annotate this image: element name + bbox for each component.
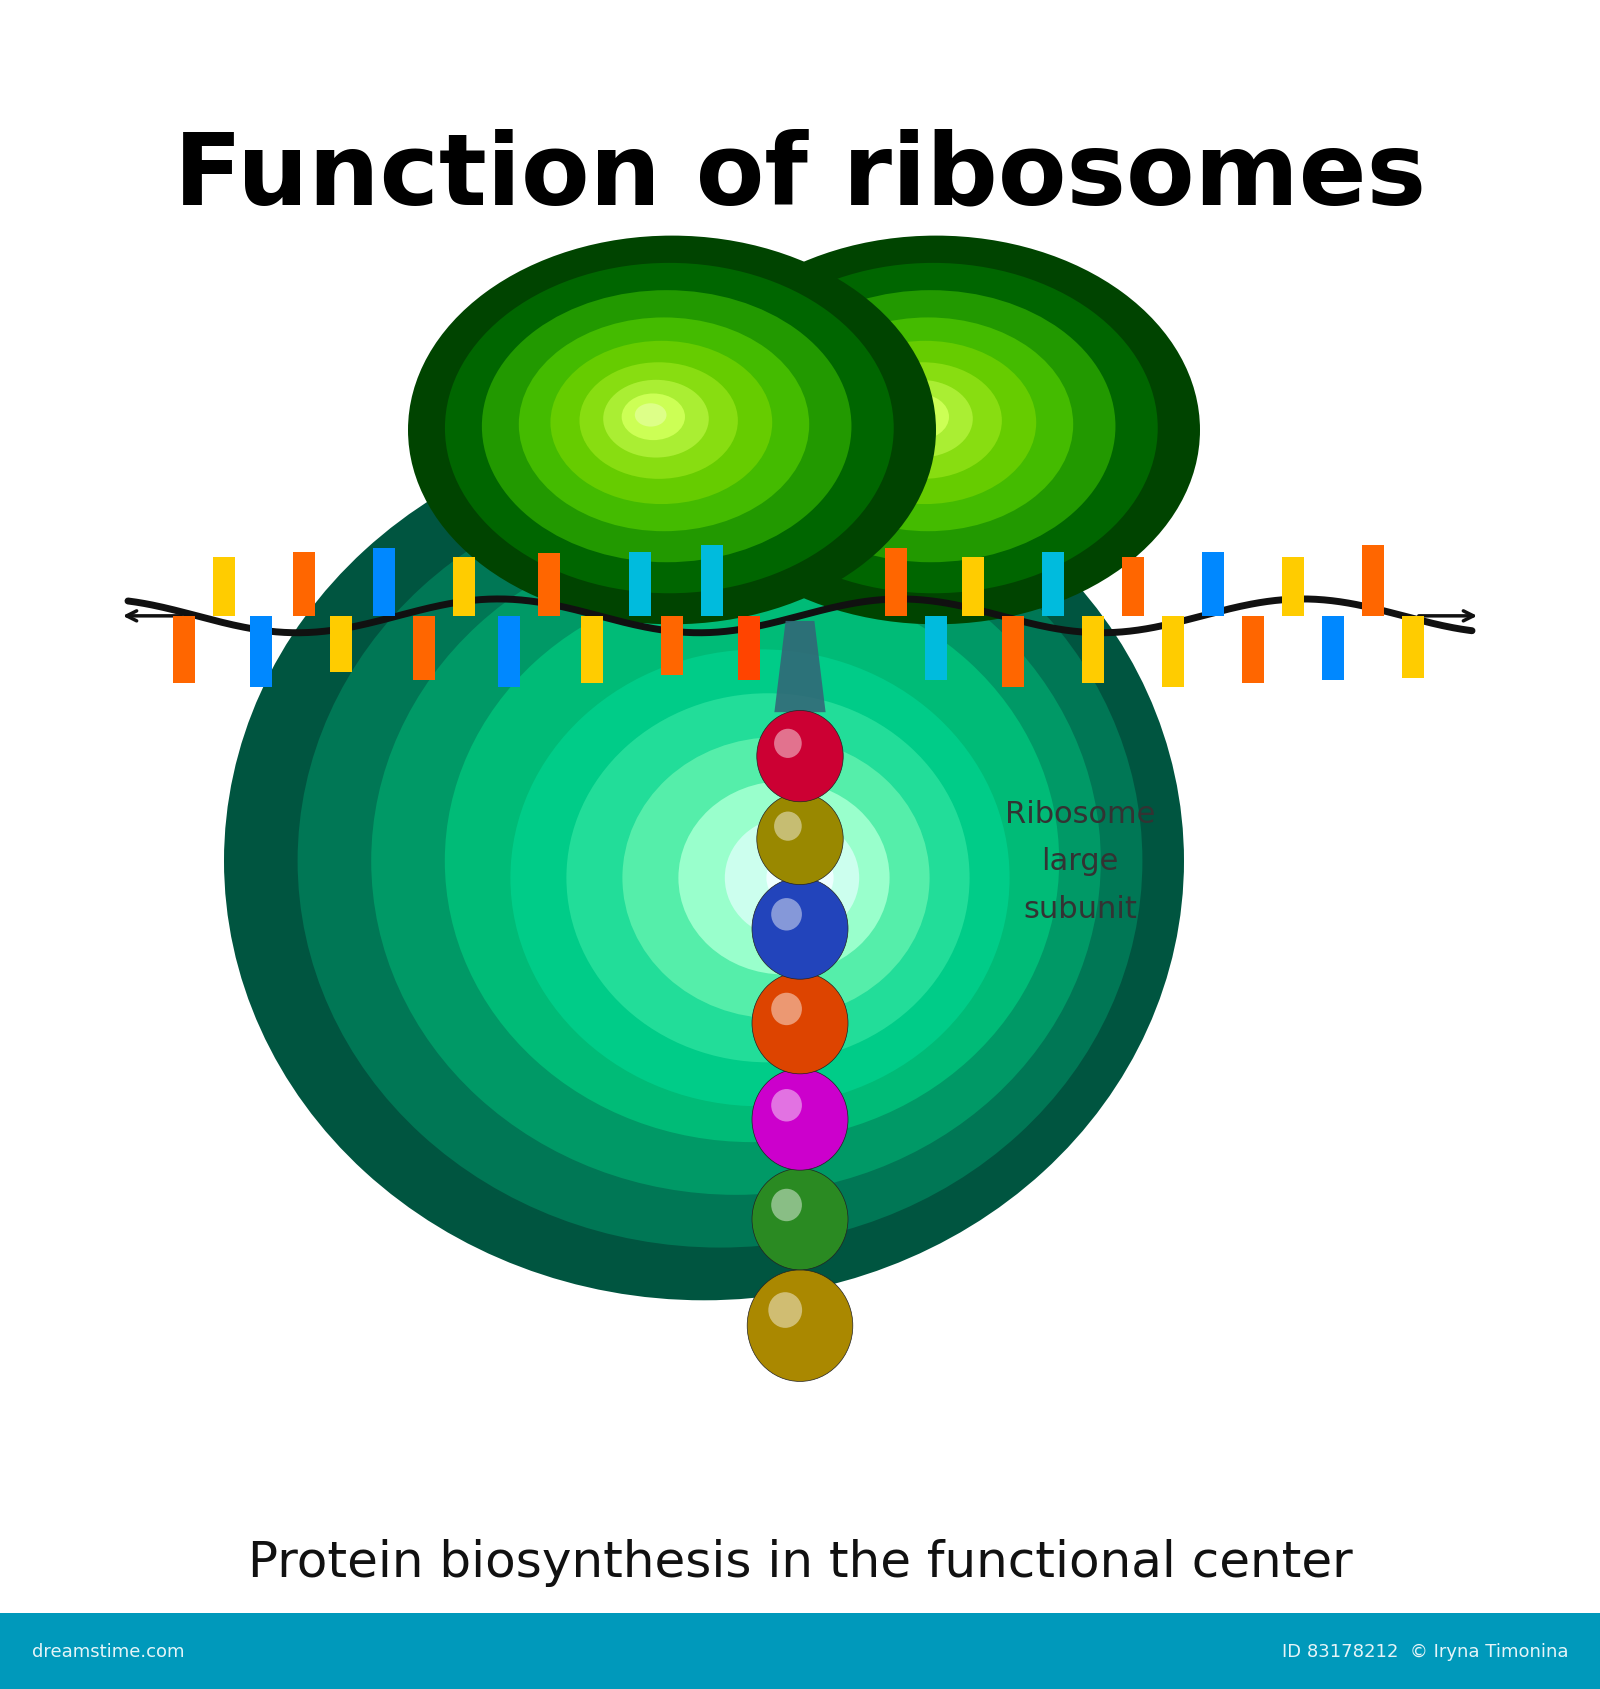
Ellipse shape: [550, 341, 773, 505]
Ellipse shape: [886, 394, 949, 441]
Bar: [1402, 616, 1424, 679]
Ellipse shape: [635, 404, 667, 427]
Bar: [330, 616, 352, 672]
Ellipse shape: [482, 291, 851, 562]
Circle shape: [752, 973, 848, 1074]
Ellipse shape: [672, 236, 1200, 625]
Bar: [413, 616, 435, 681]
Circle shape: [757, 794, 843, 885]
Ellipse shape: [678, 782, 890, 975]
Ellipse shape: [725, 817, 859, 939]
Text: Protein biosynthesis in the functional center: Protein biosynthesis in the functional c…: [248, 1539, 1352, 1586]
Bar: [250, 616, 272, 687]
Bar: [629, 552, 651, 616]
Circle shape: [768, 1292, 802, 1328]
Circle shape: [771, 993, 802, 1025]
Ellipse shape: [622, 738, 930, 1018]
Circle shape: [774, 812, 802, 841]
Circle shape: [752, 1169, 848, 1270]
Bar: [1082, 616, 1104, 684]
Bar: [701, 546, 723, 616]
Ellipse shape: [899, 404, 931, 427]
Bar: [538, 554, 560, 616]
Circle shape: [752, 1069, 848, 1170]
Bar: [738, 616, 760, 681]
Bar: [1362, 546, 1384, 616]
Bar: [173, 616, 195, 684]
Circle shape: [771, 1189, 802, 1221]
Ellipse shape: [579, 363, 738, 480]
Bar: [213, 557, 235, 616]
Ellipse shape: [843, 363, 1002, 480]
Ellipse shape: [445, 581, 1059, 1142]
Bar: [581, 616, 603, 684]
Ellipse shape: [445, 263, 894, 595]
Circle shape: [747, 1270, 853, 1382]
Bar: [1002, 616, 1024, 687]
Ellipse shape: [622, 394, 685, 441]
Circle shape: [752, 878, 848, 980]
Ellipse shape: [224, 422, 1184, 1301]
Ellipse shape: [510, 650, 1010, 1106]
Text: Function of ribosomes: Function of ribosomes: [174, 128, 1426, 226]
Bar: [885, 549, 907, 616]
Ellipse shape: [298, 475, 1142, 1248]
Text: dreamstime.com: dreamstime.com: [32, 1642, 184, 1660]
Ellipse shape: [371, 527, 1101, 1196]
Text: ID 83178212  © Iryna Timonina: ID 83178212 © Iryna Timonina: [1282, 1642, 1568, 1660]
Ellipse shape: [566, 694, 970, 1062]
Bar: [293, 552, 315, 616]
Bar: [1042, 552, 1064, 616]
Bar: [1202, 552, 1224, 616]
Circle shape: [771, 899, 802, 931]
Bar: [1322, 616, 1344, 681]
Bar: [1242, 616, 1264, 684]
Bar: [0, 1613, 1600, 1689]
Bar: [925, 616, 947, 681]
Bar: [1282, 557, 1304, 616]
Bar: [1162, 616, 1184, 687]
Ellipse shape: [518, 318, 810, 532]
Circle shape: [757, 711, 843, 802]
Ellipse shape: [766, 848, 834, 909]
Ellipse shape: [746, 291, 1115, 562]
Text: Ribosome
large
subunit: Ribosome large subunit: [1005, 799, 1155, 924]
Bar: [453, 557, 475, 616]
Bar: [962, 557, 984, 616]
Ellipse shape: [814, 341, 1037, 505]
Ellipse shape: [782, 318, 1074, 532]
Polygon shape: [774, 622, 826, 713]
Bar: [498, 616, 520, 687]
Ellipse shape: [408, 236, 936, 625]
Ellipse shape: [867, 380, 973, 458]
Circle shape: [771, 1089, 802, 1121]
Bar: [1122, 557, 1144, 616]
Ellipse shape: [603, 380, 709, 458]
Ellipse shape: [709, 263, 1158, 595]
Bar: [661, 616, 683, 676]
Bar: [373, 549, 395, 616]
Circle shape: [774, 730, 802, 758]
Text: Ribosome
small
subunit: Ribosome small subunit: [725, 368, 875, 493]
